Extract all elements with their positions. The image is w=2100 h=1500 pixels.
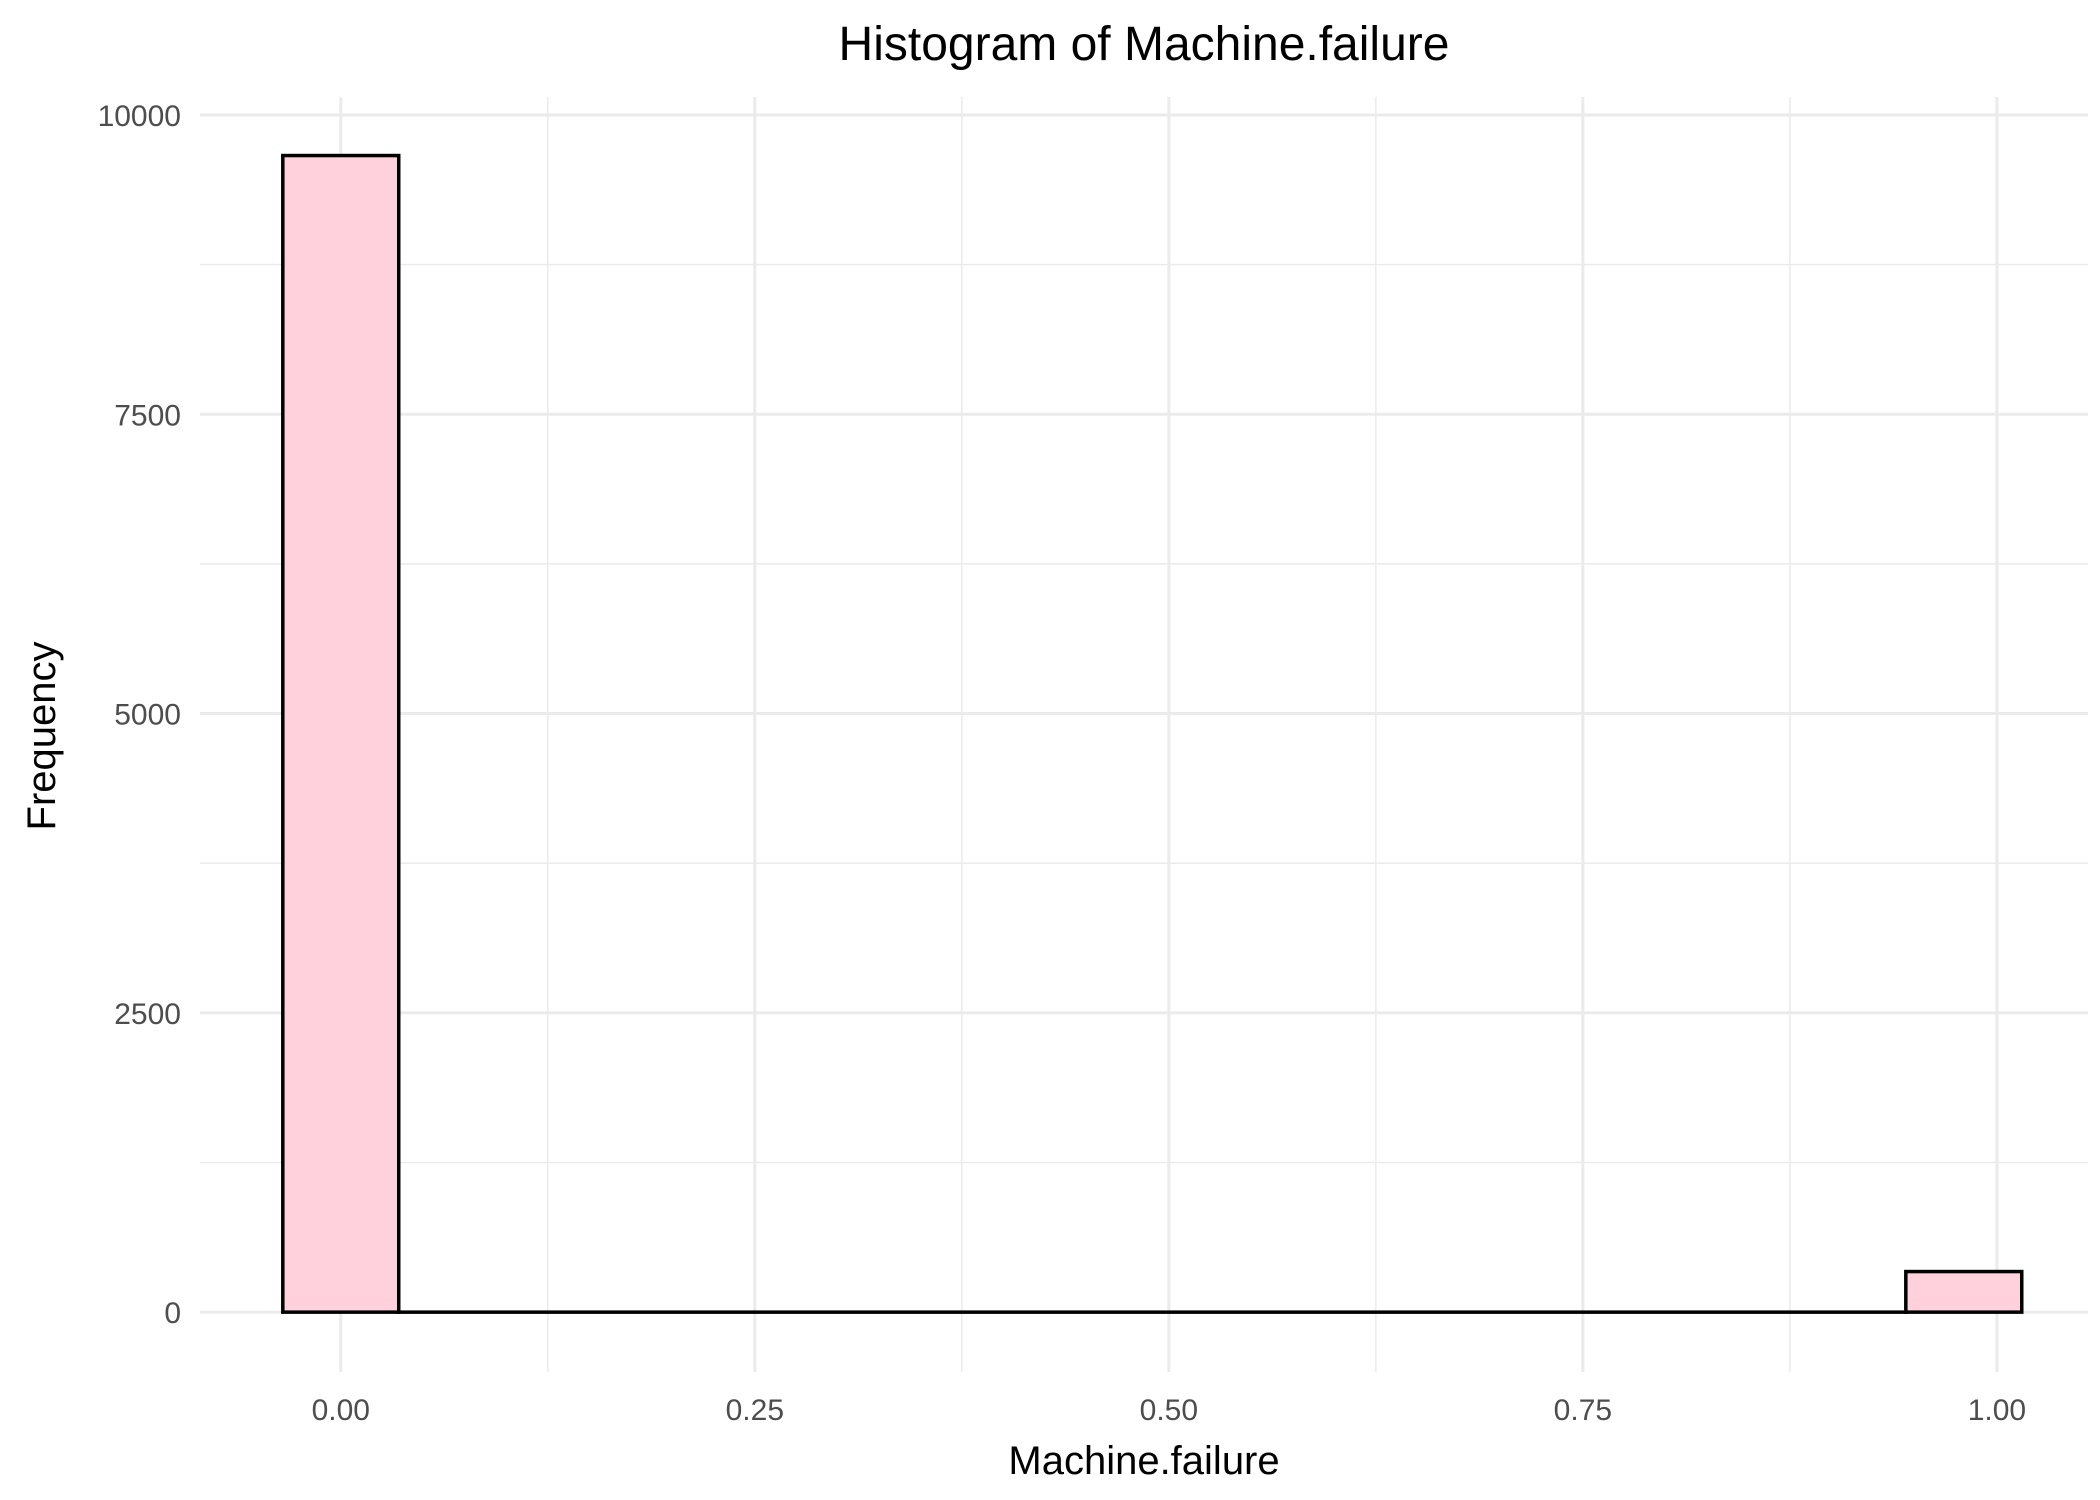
histogram-bars (281, 153, 2024, 1314)
chart-title: Histogram of Machine.failure (839, 18, 1450, 71)
y-tick-label: 5000 (114, 699, 181, 732)
y-tick-label: 0 (164, 1297, 181, 1330)
y-axis-label: Frequency (20, 642, 64, 831)
x-tick-label: 0.50 (1140, 1394, 1198, 1427)
y-tick-label: 10000 (98, 100, 181, 133)
x-tick-label: 1.00 (1968, 1394, 2026, 1427)
y-axis-ticks: 0 2500 5000 7500 10000 (98, 100, 181, 1330)
x-axis-ticks: 0.00 0.25 0.50 0.75 1.00 (312, 1394, 2027, 1427)
x-axis-label: Machine.failure (1008, 1439, 1279, 1483)
y-tick-label: 7500 (114, 399, 181, 432)
y-tick-label: 2500 (114, 998, 181, 1031)
grid-lines (200, 97, 2088, 1372)
x-tick-label: 0.25 (726, 1394, 784, 1427)
x-tick-label: 0.75 (1554, 1394, 1612, 1427)
histogram-bar (1904, 1269, 2024, 1314)
x-tick-label: 0.00 (312, 1394, 370, 1427)
histogram-bar (281, 153, 401, 1314)
